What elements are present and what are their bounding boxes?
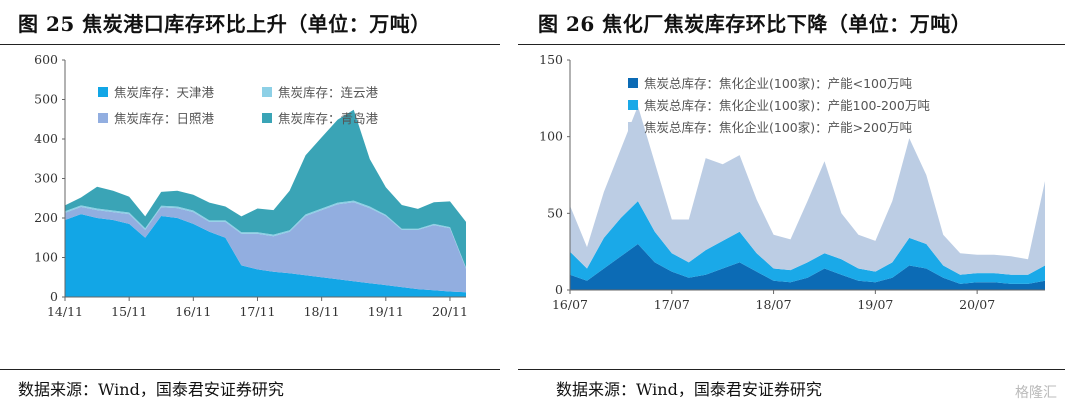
x-tick-label: 19/11 [368,304,404,319]
x-tick-label: 18/11 [304,304,340,319]
legend-label: 焦炭库存：天津港 [114,85,215,100]
y-tick-label: 0 [50,289,58,304]
port-inventory-chart: 0 100 200 300 400 500 600 14/11 15/11 16/11 17/11 1… [34,52,468,319]
series-area-0 [570,244,1045,290]
y-tick-label: 150 [539,52,563,67]
x-tick-label: 20/07 [959,297,995,312]
x-tick-label: 20/11 [432,304,468,319]
y-tick-label: 600 [34,52,58,67]
y-tick-label: 200 [34,210,58,225]
x-tick-label: 15/11 [111,304,147,319]
figure-25: 图 25 焦炭港口库存环比上升（单位：万吨） 0 100 200 300 400 500 6… [0,0,500,408]
y-tick-label: 300 [34,171,58,186]
y-tick-label: 500 [34,92,58,107]
x-tick-label: 17/07 [654,297,690,312]
legend-swatch [628,78,638,88]
watermark-logo: 格隆汇 [1015,385,1057,401]
x-tick-label: 18/07 [756,297,792,312]
y-tick-label: 100 [34,250,58,265]
series-area-2 [570,106,1045,275]
x-tick-label: 17/11 [239,304,275,319]
series-area-1 [570,201,1045,284]
legend-label: 焦炭库存：连云港 [278,85,379,100]
y-tick-label: 400 [34,131,58,146]
source-rule [518,369,1065,370]
legend-label: 焦炭总库存：焦化企业(100家)：产能100-200万吨 [644,98,930,113]
series-area-2 [65,200,466,269]
series-area-3 [65,109,466,268]
y-tick-label: 0 [555,282,563,297]
source-note: 数据来源：Wind，国泰君安证券研究 [556,380,822,399]
legend-label: 焦炭总库存：焦化企业(100家)：产能>200万吨 [644,120,912,135]
legend-swatch [98,87,108,97]
x-tick-label: 16/11 [175,304,211,319]
title-rule [518,44,1065,45]
x-tick-label: 19/07 [857,297,893,312]
figure-26: 图 26 焦化厂焦炭库存环比下降（单位：万吨） 0 50 100 150 16/07 17… [518,0,1065,408]
legend-swatch [628,122,638,132]
source-note: 数据来源：Wind，国泰君安证券研究 [18,380,284,399]
coking-plant-inventory-chart: 0 50 100 150 16/07 17/07 18/07 19/07 20/07 焦炭总库存：… [539,52,1045,312]
legend-label: 焦炭库存：青岛港 [278,111,379,126]
legend-swatch [628,100,638,110]
series-area-1 [65,202,466,293]
legend-label: 焦炭总库存：焦化企业(100家)：产能<100万吨 [644,76,912,91]
title-rule [0,44,500,45]
legend-swatch [262,113,272,123]
y-tick-label: 100 [539,129,563,144]
x-tick-label: 14/11 [47,304,83,319]
series-area-0 [65,214,466,297]
x-tick-label: 16/07 [552,297,588,312]
y-tick-label: 50 [547,205,563,220]
legend-swatch [262,87,272,97]
source-rule [0,369,500,370]
legend-swatch [98,113,108,123]
legend-label: 焦炭库存：日照港 [114,111,215,126]
figure-title: 图 26 焦化厂焦炭库存环比下降（单位：万吨） [538,12,972,36]
figure-title: 图 25 焦炭港口库存环比上升（单位：万吨） [18,12,431,36]
